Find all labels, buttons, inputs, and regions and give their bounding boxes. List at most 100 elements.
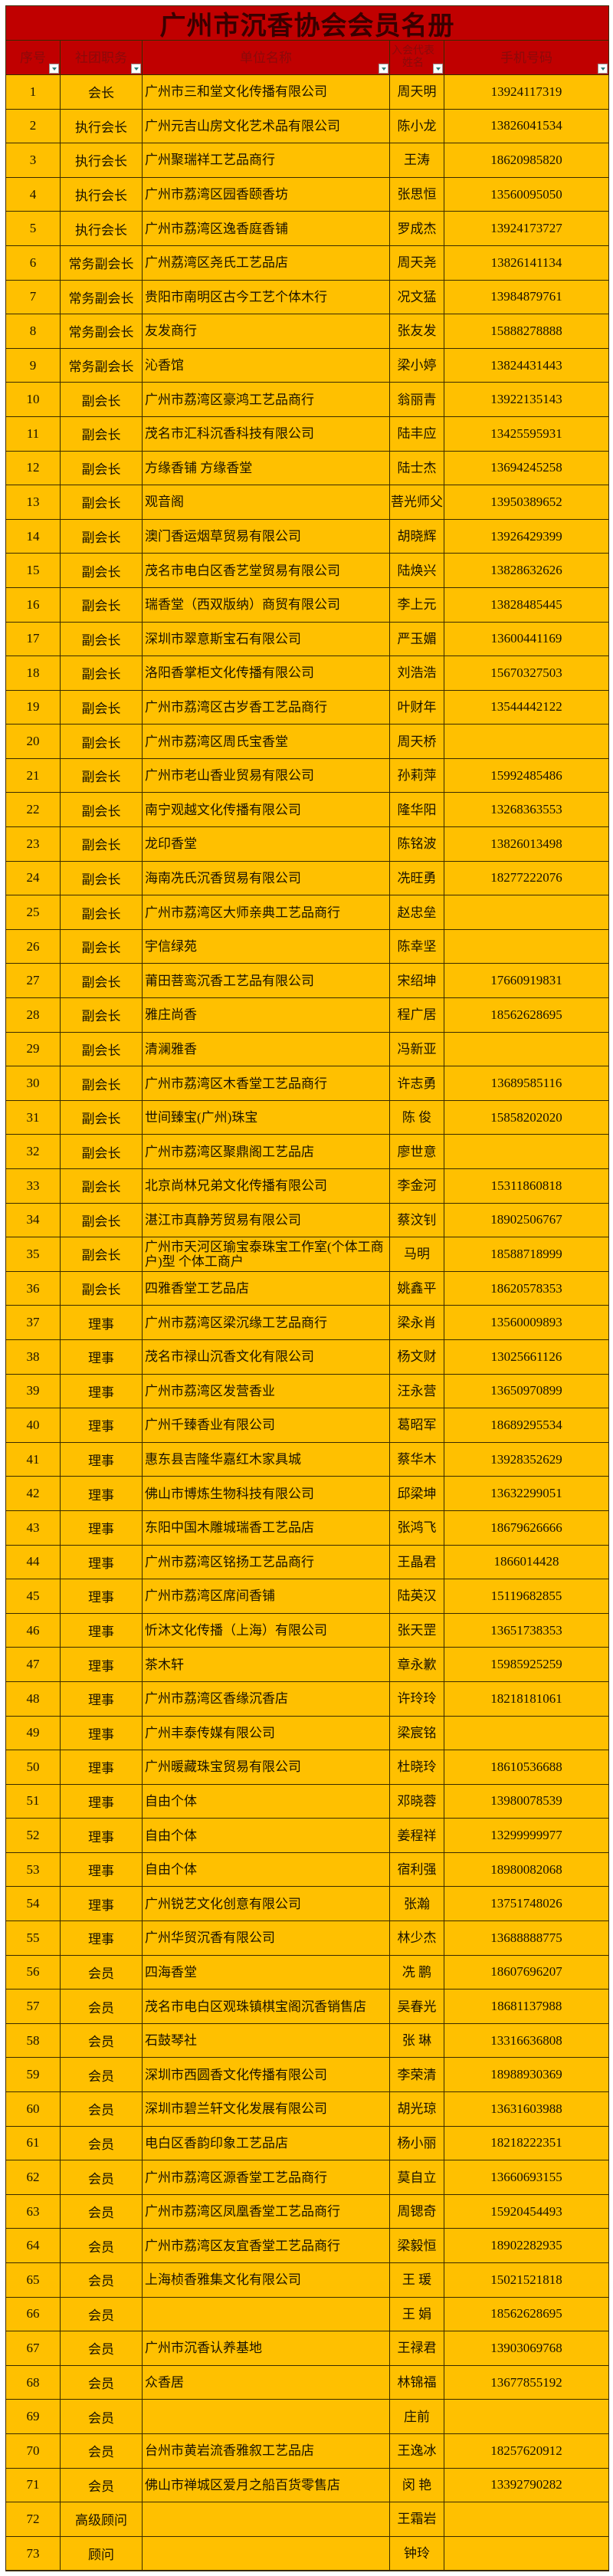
cell-representative[interactable]: 莫自立	[390, 2160, 444, 2195]
cell-representative[interactable]: 王 娟	[390, 2297, 444, 2332]
cell-phone[interactable]: 17660919831	[444, 964, 608, 999]
cell-role[interactable]: 会员	[61, 2468, 143, 2503]
cell-phone[interactable]	[444, 2400, 608, 2434]
cell-unit[interactable]: 广州暖藏珠宝贸易有限公司	[143, 1750, 390, 1785]
cell-role[interactable]: 副会长	[61, 519, 143, 554]
cell-unit[interactable]: 上海桢香雅集文化有限公司	[143, 2263, 390, 2298]
cell-phone[interactable]: 15888278888	[444, 314, 608, 349]
cell-role[interactable]: 理事	[61, 1784, 143, 1819]
cell-phone[interactable]: 18679626666	[444, 1511, 608, 1546]
cell-role[interactable]: 副会长	[61, 1237, 143, 1272]
cell-role[interactable]: 理事	[61, 1306, 143, 1340]
cell-role[interactable]: 会员	[61, 1955, 143, 1990]
cell-no[interactable]: 64	[6, 2229, 61, 2263]
cell-role[interactable]: 理事	[61, 1716, 143, 1751]
cell-unit[interactable]: 广州市荔湾区梁沉缘工艺品商行	[143, 1306, 390, 1340]
cell-unit[interactable]: 广州市荔湾区聚鼎阁工艺品店	[143, 1135, 390, 1169]
cell-phone[interactable]: 13826041534	[444, 110, 608, 144]
cell-representative[interactable]: 张鸿飞	[390, 1510, 444, 1546]
cell-role[interactable]: 常务副会长	[61, 280, 143, 315]
cell-role[interactable]: 理事	[61, 1339, 143, 1375]
cell-role[interactable]: 副会长	[61, 451, 143, 486]
cell-unit[interactable]	[143, 2536, 390, 2571]
cell-unit[interactable]: 自由个体	[143, 1784, 390, 1819]
cell-role[interactable]: 副会长	[61, 1135, 143, 1169]
cell-phone[interactable]: 13928352629	[444, 1443, 608, 1477]
cell-role[interactable]: 会员	[61, 2331, 143, 2366]
cell-no[interactable]: 49	[6, 1716, 61, 1751]
cell-no[interactable]: 41	[6, 1442, 61, 1477]
cell-representative[interactable]: 周锶奇	[390, 2194, 444, 2229]
cell-phone[interactable]: 18620578353	[444, 1272, 608, 1306]
cell-no[interactable]: 61	[6, 2126, 61, 2161]
cell-no[interactable]: 70	[6, 2433, 61, 2469]
cell-no[interactable]: 66	[6, 2297, 61, 2332]
cell-unit[interactable]: 自由个体	[143, 1852, 390, 1888]
cell-representative[interactable]: 陆士杰	[390, 451, 444, 486]
cell-role[interactable]: 副会长	[61, 1203, 143, 1238]
cell-unit[interactable]	[143, 2400, 390, 2434]
cell-role[interactable]: 会员	[61, 2092, 143, 2127]
cell-unit[interactable]: 石鼓琴社	[143, 2023, 390, 2058]
cell-role[interactable]: 理事	[61, 1579, 143, 1614]
cell-role[interactable]: 理事	[61, 1921, 143, 1956]
cell-role[interactable]: 理事	[61, 1887, 143, 1922]
cell-phone[interactable]: 15985925259	[444, 1648, 608, 1682]
cell-unit[interactable]: 茂名市电白区观珠镇棋宝阁沉香销售店	[143, 1990, 390, 2024]
cell-unit[interactable]: 众香居	[143, 2365, 390, 2400]
cell-no[interactable]: 29	[6, 1032, 61, 1067]
cell-unit[interactable]: 广州市沉香认养基地	[143, 2331, 390, 2366]
cell-role[interactable]: 副会长	[61, 998, 143, 1033]
cell-role[interactable]: 执行会长	[61, 143, 143, 178]
cell-unit[interactable]: 佛山市博炼生物科技有限公司	[143, 1477, 390, 1511]
cell-phone[interactable]: 13316636808	[444, 2024, 608, 2058]
cell-phone[interactable]: 1866014428	[444, 1546, 608, 1580]
cell-no[interactable]: 59	[6, 2058, 61, 2093]
cell-unit[interactable]: 深圳市西圆香文化传播有限公司	[143, 2058, 390, 2093]
cell-phone[interactable]: 13903069768	[444, 2331, 608, 2366]
cell-phone[interactable]: 13824431443	[444, 349, 608, 383]
cell-role[interactable]: 理事	[61, 1477, 143, 1511]
cell-phone[interactable]	[444, 1717, 608, 1751]
cell-phone[interactable]: 18562628695	[444, 998, 608, 1033]
filter-dropdown-icon[interactable]	[49, 64, 59, 74]
cell-representative[interactable]: 杨文财	[390, 1339, 444, 1375]
cell-phone[interactable]: 15670327503	[444, 656, 608, 691]
cell-no[interactable]: 40	[6, 1408, 61, 1443]
cell-representative[interactable]: 陈小龙	[390, 109, 444, 144]
cell-representative[interactable]: 李荣清	[390, 2058, 444, 2093]
cell-role[interactable]: 理事	[61, 1374, 143, 1409]
cell-no[interactable]: 24	[6, 861, 61, 896]
cell-no[interactable]: 5	[6, 212, 61, 246]
cell-no[interactable]: 73	[6, 2536, 61, 2571]
cell-no[interactable]: 4	[6, 177, 61, 212]
cell-role[interactable]: 副会长	[61, 895, 143, 930]
cell-no[interactable]: 72	[6, 2502, 61, 2537]
cell-phone[interactable]: 15311860818	[444, 1169, 608, 1204]
cell-unit[interactable]: 四雅香堂工艺品店	[143, 1271, 390, 1306]
cell-phone[interactable]: 13650970899	[444, 1375, 608, 1409]
cell-no[interactable]: 34	[6, 1203, 61, 1238]
cell-no[interactable]: 51	[6, 1784, 61, 1819]
cell-role[interactable]: 理事	[61, 1819, 143, 1853]
cell-role[interactable]: 高级顾问	[61, 2502, 143, 2537]
cell-no[interactable]: 48	[6, 1681, 61, 1717]
cell-no[interactable]: 26	[6, 929, 61, 964]
cell-unit[interactable]: 电白区香韵印象工艺品店	[143, 2126, 390, 2161]
cell-phone[interactable]: 18562628695	[444, 2298, 608, 2332]
cell-representative[interactable]: 冯新亚	[390, 1032, 444, 1067]
cell-unit[interactable]: 友发商行	[143, 314, 390, 349]
cell-no[interactable]: 68	[6, 2365, 61, 2400]
cell-phone[interactable]: 18902282935	[444, 2229, 608, 2263]
cell-role[interactable]: 副会长	[61, 827, 143, 862]
cell-no[interactable]: 45	[6, 1579, 61, 1614]
cell-representative[interactable]: 周天桥	[390, 724, 444, 759]
cell-representative[interactable]: 邓晓蓉	[390, 1784, 444, 1819]
cell-representative[interactable]: 蔡华木	[390, 1442, 444, 1477]
cell-representative[interactable]: 蔡汶钊	[390, 1203, 444, 1238]
cell-unit[interactable]: 沁香馆	[143, 348, 390, 383]
cell-unit[interactable]: 广州聚瑞祥工艺品商行	[143, 143, 390, 178]
cell-unit[interactable]: 茂名市汇科沉香科技有限公司	[143, 416, 390, 452]
cell-role[interactable]: 副会长	[61, 690, 143, 725]
cell-phone[interactable]: 13268363553	[444, 793, 608, 828]
